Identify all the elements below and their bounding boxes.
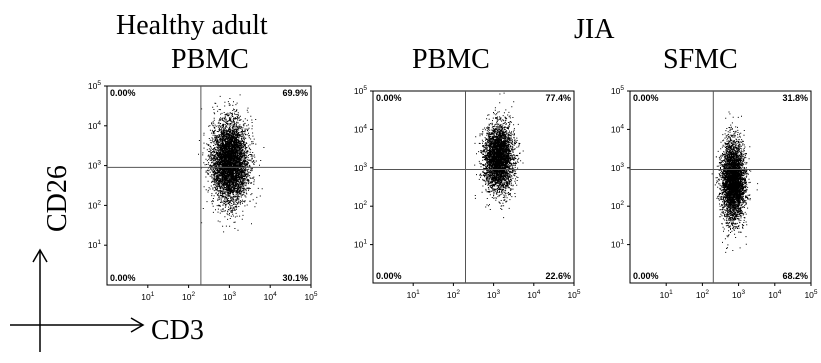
event-dots — [711, 111, 759, 253]
x-axis-title: CD3 — [151, 315, 204, 346]
y-tick-label: 103 — [88, 160, 101, 171]
heading-jia: JIA — [574, 14, 615, 45]
y-tick-label: 103 — [611, 162, 624, 173]
dot-plot-1: 0.00% 69.9% 0.00% 30.1% 101 102 103 104 105 101 10… — [88, 80, 318, 302]
x-tick-label: 105 — [567, 289, 580, 300]
y-tick-label: 102 — [354, 200, 367, 211]
x-tick-label: 103 — [223, 291, 236, 302]
dot-plot-3: 0.00% 31.8% 0.00% 68.2% 101 102 103 104 105 101 10… — [611, 85, 818, 300]
x-tick-label: 104 — [527, 289, 540, 300]
y-tick-label: 102 — [611, 200, 624, 211]
quadrant-upper-left: 0.00% — [376, 93, 402, 103]
x-tick-label: 102 — [447, 289, 460, 300]
quadrant-upper-right: 77.4% — [545, 93, 571, 103]
y-axis-title: CD26 — [42, 165, 73, 232]
heading-healthy-adult: Healthy adult — [116, 10, 268, 41]
quadrant-lower-right: 30.1% — [282, 273, 308, 283]
y-tick-label: 104 — [611, 123, 624, 134]
y-tick-label: 104 — [88, 120, 101, 131]
x-tick-label: 105 — [304, 291, 317, 302]
x-tick-label: 102 — [182, 291, 195, 302]
x-tick-label: 101 — [407, 289, 420, 300]
quadrant-lower-left: 0.00% — [376, 271, 402, 281]
x-arrow-head — [130, 317, 145, 333]
dot-plot-2: 0.00% 77.4% 0.00% 22.6% 101 102 103 104 105 101 10… — [354, 85, 581, 300]
x-tick-label: 101 — [141, 291, 154, 302]
y-tick-label: 103 — [354, 162, 367, 173]
quadrant-lower-right: 22.6% — [545, 271, 571, 281]
quadrant-lower-right: 68.2% — [782, 271, 808, 281]
plot-frame — [372, 90, 575, 284]
y-tick-label: 105 — [611, 85, 624, 96]
y-tick-label: 105 — [88, 80, 101, 91]
x-tick-label: 104 — [264, 291, 277, 302]
flow-plots: 0.00% 69.9% 0.00% 30.1% 101 102 103 104 105 101 10… — [88, 80, 818, 302]
quadrant-lower-left: 0.00% — [110, 273, 136, 283]
y-tick-label: 101 — [88, 239, 101, 250]
quadrant-upper-right: 31.8% — [782, 93, 808, 103]
x-tick-label: 105 — [804, 289, 817, 300]
x-tick-label: 101 — [660, 289, 673, 300]
plot-frame — [629, 90, 812, 284]
y-tick-label: 101 — [611, 239, 624, 250]
x-tick-label: 103 — [732, 289, 745, 300]
quadrant-upper-left: 0.00% — [633, 93, 659, 103]
x-tick-label: 104 — [768, 289, 781, 300]
y-tick-label: 102 — [88, 199, 101, 210]
heading-healthy-pbmc: PBMC — [171, 44, 249, 75]
axis-arrows: CD3 CD26 — [10, 165, 204, 352]
event-dots — [474, 92, 524, 219]
event-dots — [198, 94, 265, 233]
heading-jia-sfmc: SFMC — [663, 44, 738, 75]
quadrant-upper-right: 69.9% — [282, 88, 308, 98]
plot-frame — [106, 85, 312, 286]
x-tick-label: 102 — [696, 289, 709, 300]
quadrant-lower-left: 0.00% — [633, 271, 659, 281]
x-tick-label: 103 — [487, 289, 500, 300]
y-tick-label: 101 — [354, 239, 367, 250]
y-tick-label: 104 — [354, 123, 367, 134]
heading-jia-pbmc: PBMC — [412, 44, 490, 75]
y-arrow-head — [32, 248, 48, 263]
y-tick-label: 105 — [354, 85, 367, 96]
quadrant-upper-left: 0.00% — [110, 88, 136, 98]
